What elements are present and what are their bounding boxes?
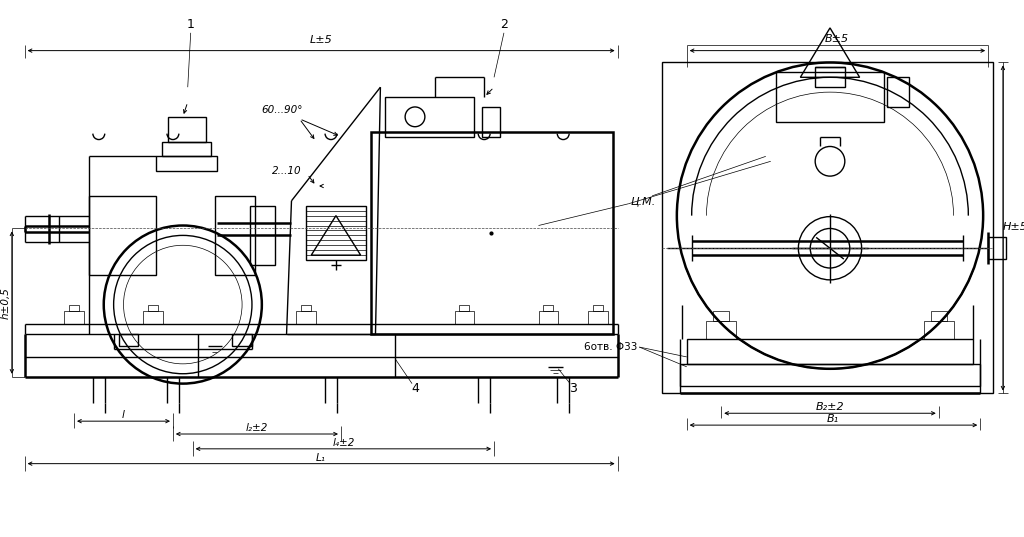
Text: l: l (122, 410, 125, 420)
Text: 3: 3 (569, 382, 578, 395)
Bar (593, 304, 603, 311)
Text: h±0,5: h±0,5 (1, 287, 11, 318)
Bar (156, 156, 217, 171)
Bar (371, 132, 612, 334)
Bar (775, 72, 885, 122)
Bar (168, 117, 206, 142)
Bar (460, 304, 469, 311)
Bar (250, 206, 274, 265)
Text: l₂±2: l₂±2 (246, 423, 268, 433)
Text: B₂±2: B₂±2 (816, 402, 845, 412)
Bar (455, 311, 474, 324)
Bar (988, 237, 1006, 259)
Bar (232, 334, 252, 346)
Bar (89, 196, 156, 275)
Bar (482, 107, 500, 136)
Bar (663, 62, 993, 394)
Text: 4: 4 (411, 382, 419, 395)
Bar (119, 334, 138, 346)
Bar (65, 311, 84, 324)
Text: H±5: H±5 (1002, 222, 1024, 233)
Text: 1: 1 (186, 18, 195, 32)
Bar (143, 311, 163, 324)
Bar (687, 339, 973, 364)
Text: 2: 2 (500, 18, 508, 32)
Bar (539, 311, 558, 324)
Bar (296, 311, 316, 324)
Bar (888, 77, 909, 107)
Text: 6отв. Φ33: 6отв. Φ33 (584, 342, 637, 352)
Bar (162, 142, 211, 156)
Bar (306, 206, 366, 260)
Bar (544, 304, 553, 311)
Bar (70, 304, 79, 311)
Text: L₁: L₁ (316, 453, 326, 463)
Text: l₄±2: l₄±2 (333, 438, 355, 448)
Bar (714, 311, 729, 321)
Text: 60...90°: 60...90° (261, 105, 302, 115)
Bar (385, 97, 474, 136)
Bar (815, 68, 845, 87)
Bar (148, 304, 158, 311)
Text: L±5: L±5 (309, 35, 333, 45)
Bar (215, 196, 255, 275)
Bar (707, 321, 736, 339)
Text: 2...10: 2...10 (271, 166, 301, 176)
Bar (301, 304, 311, 311)
Bar (680, 364, 980, 386)
Text: B₁: B₁ (827, 414, 839, 424)
Text: B±5: B±5 (825, 34, 849, 44)
Bar (924, 321, 953, 339)
Bar (588, 311, 607, 324)
Text: Ц.М.: Ц.М. (631, 196, 655, 206)
Bar (931, 311, 946, 321)
